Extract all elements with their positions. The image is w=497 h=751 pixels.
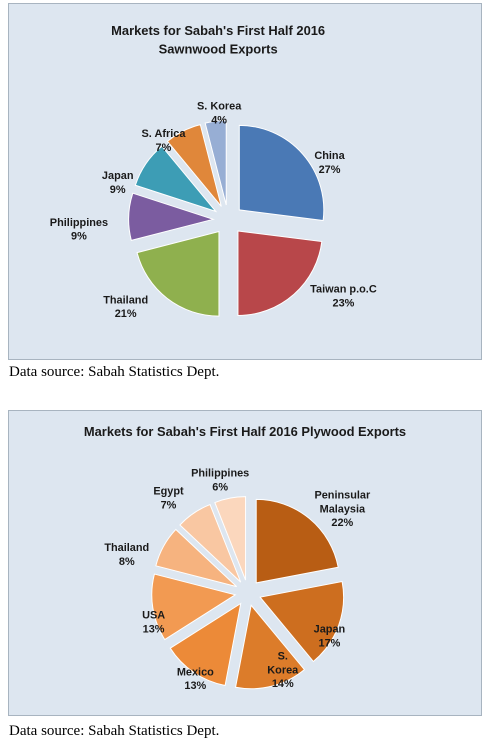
slice-label-japan: Japan 17% bbox=[314, 624, 346, 650]
chart-title: Markets for Sabah's First Half 2016 bbox=[111, 23, 325, 38]
pie-slice-china bbox=[238, 124, 325, 222]
slice-label-thailand: Thailand 8% bbox=[104, 542, 149, 568]
pie-slice-thailand bbox=[155, 528, 238, 588]
pie-slice-egypt bbox=[179, 503, 242, 583]
pie-slice-mexico bbox=[169, 602, 242, 687]
slice-label-s-korea: S. Korea 14% bbox=[267, 650, 299, 690]
slice-label-thailand: Thailand 21% bbox=[103, 294, 148, 320]
slice-label-s-africa: S. Africa 7% bbox=[142, 128, 187, 154]
pie-slice-philippines bbox=[128, 192, 215, 241]
slice-label-mexico: Mexico 13% bbox=[177, 666, 214, 692]
plywood-chart: Markets for Sabah's First Half 2016 Plyw… bbox=[8, 410, 482, 716]
sawnwood-chart: Markets for Sabah's First Half 2016 Sawn… bbox=[8, 3, 482, 360]
pie-slice-japan bbox=[134, 145, 218, 213]
pie-slice-s-korea bbox=[204, 119, 227, 206]
slice-label-usa: USA 13% bbox=[142, 610, 165, 636]
chart-title: Markets for Sabah's First Half 2016 Plyw… bbox=[84, 424, 406, 439]
pie-slice-peninsular-malaysia bbox=[255, 498, 339, 584]
pie-slice-japan bbox=[259, 580, 345, 663]
pie-slice-s-africa bbox=[166, 124, 222, 207]
slice-label-china: China 27% bbox=[314, 150, 345, 176]
slice-label-s-korea: S. Korea 4% bbox=[197, 100, 242, 126]
slice-label-philippines: Philippines 6% bbox=[191, 468, 249, 494]
slice-label-philippines: Philippines 9% bbox=[50, 217, 108, 243]
pie-slice-taiwan-p-o-c bbox=[237, 230, 323, 316]
data-source-note: Data source: Sabah Statistics Dept. bbox=[9, 364, 220, 380]
sawnwood-pie-svg: Markets for Sabah's First Half 2016 Sawn… bbox=[50, 23, 377, 320]
slice-label-japan: Japan 9% bbox=[102, 170, 134, 196]
slice-label-egypt: Egypt 7% bbox=[153, 485, 184, 511]
pie-slice-usa bbox=[151, 573, 237, 641]
pie-slice-s-korea bbox=[234, 604, 306, 690]
chart-subtitle: Sawnwood Exports bbox=[159, 42, 278, 57]
slice-label-peninsular-malaysia: Peninsular Malaysia 22% bbox=[314, 489, 371, 529]
slice-label-taiwan-p-o-c: Taiwan p.o.C 23% bbox=[310, 283, 377, 309]
data-source-note: Data source: Sabah Statistics Dept. bbox=[9, 723, 220, 739]
pie-slice-philippines bbox=[214, 496, 247, 581]
pie-slice-thailand bbox=[136, 230, 220, 317]
plywood-pie-svg: Markets for Sabah's First Half 2016 Plyw… bbox=[84, 424, 406, 692]
